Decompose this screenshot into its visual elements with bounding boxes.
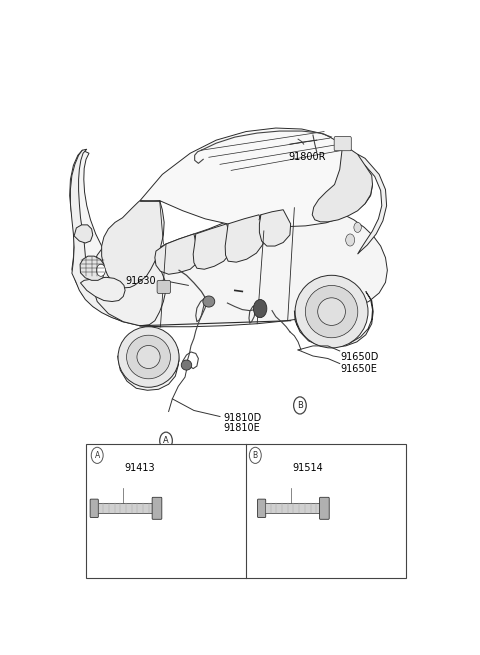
Polygon shape — [71, 149, 148, 322]
FancyBboxPatch shape — [258, 499, 266, 517]
Bar — [265, 503, 322, 514]
Polygon shape — [92, 240, 166, 326]
Circle shape — [354, 222, 361, 233]
Text: 91630: 91630 — [125, 276, 156, 286]
Polygon shape — [312, 144, 372, 222]
Text: A: A — [95, 451, 100, 460]
Polygon shape — [118, 341, 179, 390]
FancyBboxPatch shape — [334, 137, 351, 151]
FancyBboxPatch shape — [152, 497, 162, 519]
Text: 91650E: 91650E — [341, 364, 378, 373]
Text: 91810E: 91810E — [224, 422, 261, 432]
Polygon shape — [155, 234, 198, 274]
Polygon shape — [193, 224, 231, 269]
Ellipse shape — [127, 335, 170, 379]
Ellipse shape — [181, 360, 192, 370]
Polygon shape — [70, 150, 198, 327]
Circle shape — [96, 264, 106, 276]
Text: B: B — [253, 451, 258, 460]
Polygon shape — [140, 128, 372, 227]
Ellipse shape — [305, 286, 358, 338]
Circle shape — [160, 432, 172, 449]
Circle shape — [91, 447, 103, 464]
Polygon shape — [225, 215, 264, 262]
Polygon shape — [137, 204, 387, 327]
Text: 91810D: 91810D — [224, 413, 262, 422]
Circle shape — [346, 234, 355, 246]
FancyBboxPatch shape — [320, 497, 329, 519]
Text: 91650D: 91650D — [341, 352, 379, 362]
Polygon shape — [358, 155, 386, 254]
Text: 91800R: 91800R — [289, 152, 326, 162]
Text: 91514: 91514 — [292, 463, 323, 473]
Polygon shape — [294, 291, 373, 347]
FancyBboxPatch shape — [90, 499, 98, 517]
Ellipse shape — [318, 298, 346, 326]
Circle shape — [249, 447, 261, 464]
Ellipse shape — [295, 275, 368, 348]
Polygon shape — [80, 256, 105, 280]
Ellipse shape — [118, 327, 179, 387]
Bar — [97, 503, 155, 514]
Ellipse shape — [137, 345, 160, 369]
Circle shape — [294, 397, 306, 414]
Bar — [86, 444, 406, 578]
Polygon shape — [81, 277, 125, 301]
Ellipse shape — [203, 296, 215, 307]
Polygon shape — [259, 210, 290, 246]
Polygon shape — [74, 225, 93, 243]
FancyBboxPatch shape — [157, 280, 170, 293]
Text: B: B — [297, 401, 303, 410]
Polygon shape — [102, 200, 164, 288]
Circle shape — [253, 299, 267, 318]
Text: 91413: 91413 — [125, 463, 156, 473]
Text: A: A — [163, 436, 169, 445]
